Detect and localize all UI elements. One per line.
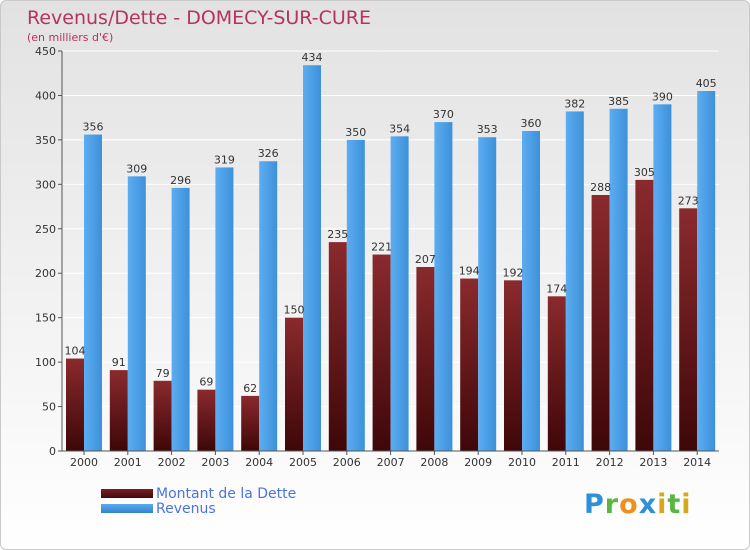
bar-revenus-2006 [346,139,365,451]
bar-dette-2008 [416,267,435,451]
x-tick-label: 2010 [508,456,536,469]
y-tick-label: 0 [49,445,56,458]
data-label-revenus-2011: 382 [564,97,585,110]
legend-swatch-revenus [101,504,153,513]
y-tick-label: 250 [35,223,56,236]
data-label-dette-2006: 235 [327,228,348,241]
data-label-revenus-2012: 385 [608,95,629,108]
x-tick-label: 2001 [114,456,142,469]
data-label-dette-2008: 207 [415,253,436,266]
x-tick-label: 2013 [639,456,667,469]
x-tick-label: 2011 [552,456,580,469]
bar-dette-2001 [109,370,128,451]
data-label-revenus-2006: 350 [345,126,366,139]
bar-revenus-2001 [127,176,146,452]
data-label-dette-2011: 174 [546,282,567,295]
x-tick-label: 2004 [245,456,273,469]
data-label-dette-2014: 273 [678,194,699,207]
data-label-dette-2007: 221 [371,241,392,254]
legend-label-revenus: Revenus [156,501,216,517]
data-label-revenus-2001: 309 [126,162,147,175]
data-label-dette-2004: 62 [243,382,257,395]
x-tick-label: 2002 [158,456,186,469]
bar-revenus-2010 [522,131,540,451]
y-tick-label: 50 [42,401,56,414]
x-tick-label: 2012 [596,456,624,469]
x-tick-label: 2000 [70,456,98,469]
bar-dette-2002 [153,380,172,451]
bar-dette-2004 [241,395,260,451]
bar-revenus-2009 [478,137,497,451]
bar-dette-2014 [679,208,698,451]
data-label-dette-2001: 91 [112,356,126,369]
bar-revenus-2002 [171,187,190,451]
legend-label-dette: Montant de la Dette [156,486,297,502]
bar-revenus-2003 [215,167,234,451]
data-label-revenus-2009: 353 [477,123,498,136]
x-tick-label: 2014 [683,456,711,469]
data-label-revenus-2007: 354 [389,122,410,135]
bar-dette-2005 [285,317,303,451]
chart-title: Revenus/Dette - DOMECY-SUR-CURE [27,7,371,29]
bar-revenus-2007 [390,136,409,452]
data-label-dette-2009: 194 [459,265,480,278]
x-tick-label: 2003 [201,456,229,469]
proxiti-logo: Proxiti [584,489,692,520]
y-tick-label: 400 [35,89,56,102]
bar-revenus-2005 [303,65,321,451]
data-label-revenus-2000: 356 [83,121,104,134]
data-label-revenus-2013: 390 [652,90,673,103]
y-tick-label: 200 [35,267,56,280]
x-tick-label: 2009 [464,456,492,469]
data-label-dette-2000: 104 [65,345,86,358]
y-tick-label: 300 [35,178,56,191]
axis-layer: 0 50 100 150 200 250 300 350 400 450 2000 2001 2002 2… [35,45,719,469]
bar-revenus-2012 [609,108,628,452]
x-tick-label: 2008 [420,456,448,469]
data-label-dette-2003: 69 [199,376,213,389]
x-tick-label: 2007 [377,456,405,469]
data-label-revenus-2005: 434 [302,51,323,64]
data-label-revenus-2010: 360 [521,117,542,130]
bar-revenus-2000 [84,134,102,452]
bar-dette-2006 [328,242,347,451]
bar-revenus-2011 [565,111,584,451]
y-tick-label: 450 [35,45,56,58]
bar-dette-2007 [372,254,391,451]
y-tick-label: 350 [35,134,56,147]
bar-dette-2000 [66,358,84,451]
data-label-revenus-2004: 326 [258,147,279,160]
bar-revenus-2013 [653,104,672,451]
data-label-dette-2005: 150 [284,304,305,317]
bar-revenus-2004 [259,161,278,451]
data-label-dette-2012: 288 [590,181,611,194]
x-tick-label: 2006 [333,456,361,469]
bars-layer [66,65,716,452]
data-label-revenus-2002: 296 [170,174,191,187]
chart-subtitle: (en milliers d'€) [27,31,114,44]
bar-dette-2009 [460,278,479,451]
bar-dette-2003 [197,389,216,451]
y-tick-label: 150 [35,312,56,325]
labels-layer: 104 356 91 309 79 296 69 319 62 326 150 434 235 350 22… [65,51,717,395]
bar-dette-2010 [504,280,522,451]
data-label-revenus-2008: 370 [433,108,454,121]
data-label-dette-2010: 192 [503,266,524,279]
bar-dette-2011 [547,296,566,451]
bar-revenus-2014 [697,91,716,451]
data-label-revenus-2003: 319 [214,153,235,166]
legend-swatch-dette [101,489,153,498]
bar-dette-2012 [591,195,610,451]
x-tick-label: 2005 [289,456,317,469]
data-label-dette-2002: 79 [156,367,170,380]
y-tick-label: 100 [35,356,56,369]
bar-revenus-2008 [434,122,453,451]
bar-dette-2013 [635,179,654,451]
data-label-dette-2013: 305 [634,166,655,179]
data-label-revenus-2014: 405 [696,77,717,90]
